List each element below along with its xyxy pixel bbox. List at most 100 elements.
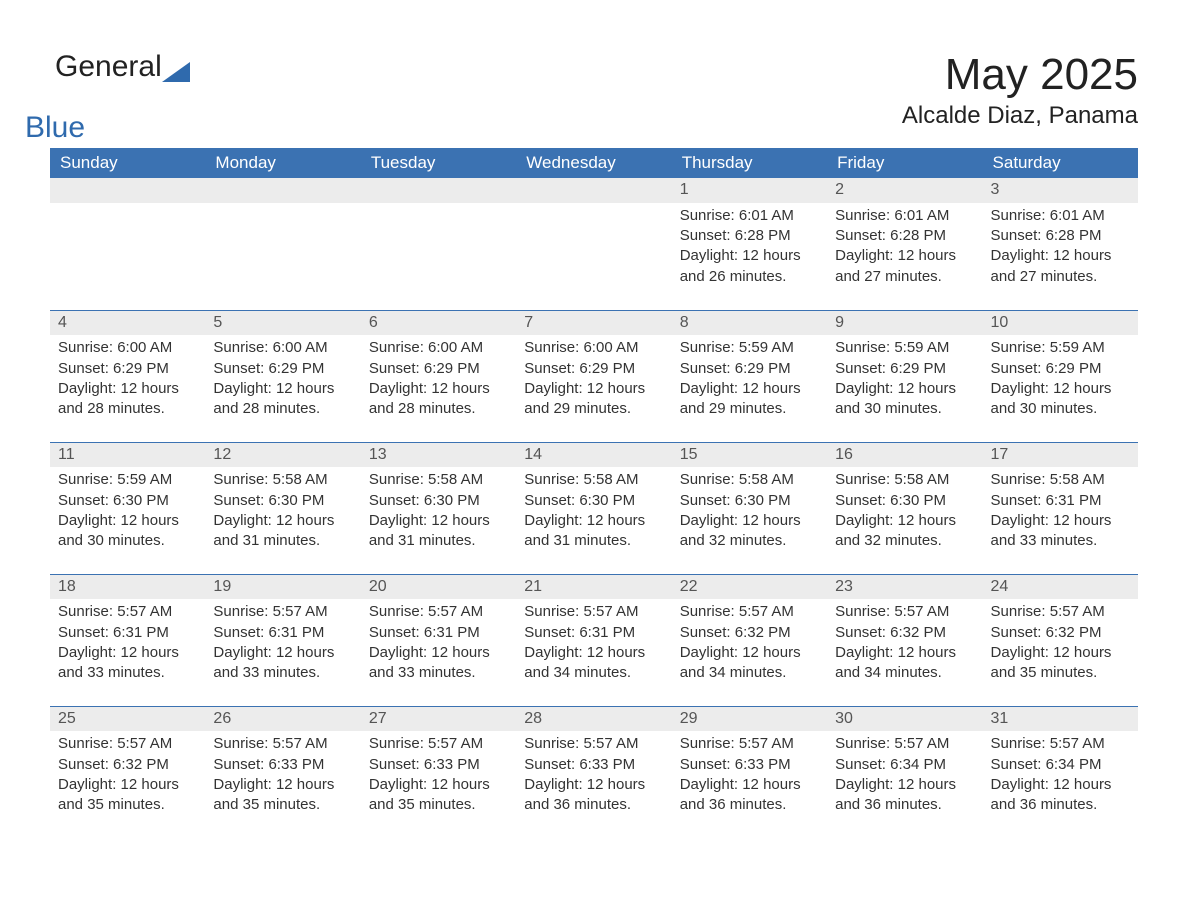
sunrise-label: Sunrise:: [680, 207, 739, 224]
sunset-label: Sunset:: [213, 492, 268, 509]
calendar-week-row: 11Sunrise: 5:59 AMSunset: 6:30 PMDayligh…: [50, 442, 1138, 574]
daylight-label: Daylight:: [680, 247, 743, 264]
sunset-line: Sunset: 6:29 PM: [835, 359, 974, 379]
daylight-line: Daylight: 12 hours and 35 minutes.: [58, 775, 197, 816]
day-details: Sunrise: 5:57 AMSunset: 6:33 PMDaylight:…: [672, 731, 827, 821]
day-details: Sunrise: 6:00 AMSunset: 6:29 PMDaylight:…: [361, 335, 516, 425]
sunrise-value: 5:59 AM: [1050, 339, 1105, 356]
sunset-value: 6:32 PM: [890, 624, 946, 641]
daylight-label: Daylight:: [524, 644, 587, 661]
sunset-value: 6:28 PM: [1046, 227, 1102, 244]
sunset-line: Sunset: 6:33 PM: [524, 755, 663, 775]
sunrise-value: 5:57 AM: [117, 735, 172, 752]
calendar-day-cell: 24Sunrise: 5:57 AMSunset: 6:32 PMDayligh…: [983, 574, 1138, 706]
daylight-label: Daylight:: [369, 644, 432, 661]
daylight-line: Daylight: 12 hours and 33 minutes.: [213, 643, 352, 684]
sunset-label: Sunset:: [524, 756, 579, 773]
sunrise-label: Sunrise:: [680, 603, 739, 620]
sunset-line: Sunset: 6:32 PM: [680, 623, 819, 643]
daylight-line: Daylight: 12 hours and 26 minutes.: [680, 246, 819, 287]
daylight-label: Daylight:: [369, 512, 432, 529]
sunrise-line: Sunrise: 5:57 AM: [991, 734, 1130, 754]
daylight-label: Daylight:: [58, 380, 121, 397]
sunset-line: Sunset: 6:29 PM: [369, 359, 508, 379]
sunset-line: Sunset: 6:30 PM: [524, 491, 663, 511]
month-title: May 2025: [50, 50, 1138, 100]
day-text-empty: [205, 203, 360, 212]
day-number: 12: [205, 443, 360, 468]
calendar-day-cell: 17Sunrise: 5:58 AMSunset: 6:31 PMDayligh…: [983, 442, 1138, 574]
weekday-header: Sunday: [50, 148, 205, 178]
daylight-label: Daylight:: [213, 776, 276, 793]
day-number: 6: [361, 311, 516, 336]
day-number-empty: [516, 178, 671, 203]
calendar-day-cell: 11Sunrise: 5:59 AMSunset: 6:30 PMDayligh…: [50, 442, 205, 574]
daylight-line: Daylight: 12 hours and 29 minutes.: [524, 379, 663, 420]
sunset-line: Sunset: 6:32 PM: [835, 623, 974, 643]
sunrise-line: Sunrise: 5:57 AM: [524, 602, 663, 622]
day-number: 1: [672, 178, 827, 203]
sunset-value: 6:29 PM: [268, 360, 324, 377]
sunrise-value: 5:57 AM: [739, 735, 794, 752]
day-number: 11: [50, 443, 205, 468]
sunrise-value: 6:00 AM: [583, 339, 638, 356]
sunrise-line: Sunrise: 5:59 AM: [680, 338, 819, 358]
sunset-label: Sunset:: [991, 492, 1046, 509]
sunset-line: Sunset: 6:29 PM: [213, 359, 352, 379]
sunset-label: Sunset:: [835, 756, 890, 773]
day-details: Sunrise: 6:00 AMSunset: 6:29 PMDaylight:…: [205, 335, 360, 425]
day-number: 20: [361, 575, 516, 600]
sunset-label: Sunset:: [680, 227, 735, 244]
calendar-day-cell: 30Sunrise: 5:57 AMSunset: 6:34 PMDayligh…: [827, 706, 982, 838]
sunrise-label: Sunrise:: [991, 471, 1050, 488]
sunrise-line: Sunrise: 6:01 AM: [835, 206, 974, 226]
sunrise-line: Sunrise: 5:58 AM: [835, 470, 974, 490]
daylight-line: Daylight: 12 hours and 28 minutes.: [58, 379, 197, 420]
daylight-line: Daylight: 12 hours and 34 minutes.: [835, 643, 974, 684]
calendar-day-cell: 25Sunrise: 5:57 AMSunset: 6:32 PMDayligh…: [50, 706, 205, 838]
day-details: Sunrise: 6:01 AMSunset: 6:28 PMDaylight:…: [983, 203, 1138, 293]
sunset-label: Sunset:: [369, 624, 424, 641]
sunrise-label: Sunrise:: [369, 735, 428, 752]
calendar-day-cell: 5Sunrise: 6:00 AMSunset: 6:29 PMDaylight…: [205, 310, 360, 442]
sunrise-line: Sunrise: 5:57 AM: [835, 734, 974, 754]
day-number-empty: [205, 178, 360, 203]
sunrise-label: Sunrise:: [680, 339, 739, 356]
sunset-line: Sunset: 6:31 PM: [213, 623, 352, 643]
calendar-body: 1Sunrise: 6:01 AMSunset: 6:28 PMDaylight…: [50, 178, 1138, 838]
sunset-label: Sunset:: [835, 360, 890, 377]
daylight-line: Daylight: 12 hours and 33 minutes.: [369, 643, 508, 684]
sunset-line: Sunset: 6:28 PM: [991, 226, 1130, 246]
weekday-header-row: SundayMondayTuesdayWednesdayThursdayFrid…: [50, 148, 1138, 178]
day-number: 24: [983, 575, 1138, 600]
sunrise-value: 5:57 AM: [117, 603, 172, 620]
sunrise-line: Sunrise: 6:00 AM: [524, 338, 663, 358]
day-number: 5: [205, 311, 360, 336]
sunset-label: Sunset:: [58, 360, 113, 377]
calendar-day-cell: 22Sunrise: 5:57 AMSunset: 6:32 PMDayligh…: [672, 574, 827, 706]
calendar-day-cell: 7Sunrise: 6:00 AMSunset: 6:29 PMDaylight…: [516, 310, 671, 442]
daylight-label: Daylight:: [680, 512, 743, 529]
day-details: Sunrise: 5:57 AMSunset: 6:33 PMDaylight:…: [361, 731, 516, 821]
sunrise-value: 5:58 AM: [583, 471, 638, 488]
sunset-value: 6:30 PM: [424, 492, 480, 509]
sunset-label: Sunset:: [680, 492, 735, 509]
sunset-line: Sunset: 6:32 PM: [58, 755, 197, 775]
sunset-value: 6:33 PM: [735, 756, 791, 773]
sunrise-label: Sunrise:: [58, 471, 117, 488]
daylight-label: Daylight:: [680, 776, 743, 793]
day-number: 2: [827, 178, 982, 203]
daylight-label: Daylight:: [213, 512, 276, 529]
sunset-value: 6:29 PM: [579, 360, 635, 377]
daylight-line: Daylight: 12 hours and 33 minutes.: [991, 511, 1130, 552]
sunset-line: Sunset: 6:29 PM: [680, 359, 819, 379]
day-number: 19: [205, 575, 360, 600]
sunrise-line: Sunrise: 5:57 AM: [213, 602, 352, 622]
day-number: 8: [672, 311, 827, 336]
sunset-label: Sunset:: [680, 756, 735, 773]
daylight-label: Daylight:: [58, 776, 121, 793]
day-details: Sunrise: 5:57 AMSunset: 6:31 PMDaylight:…: [361, 599, 516, 689]
day-details: Sunrise: 5:59 AMSunset: 6:29 PMDaylight:…: [827, 335, 982, 425]
sunrise-value: 5:58 AM: [428, 471, 483, 488]
sunrise-line: Sunrise: 5:58 AM: [680, 470, 819, 490]
